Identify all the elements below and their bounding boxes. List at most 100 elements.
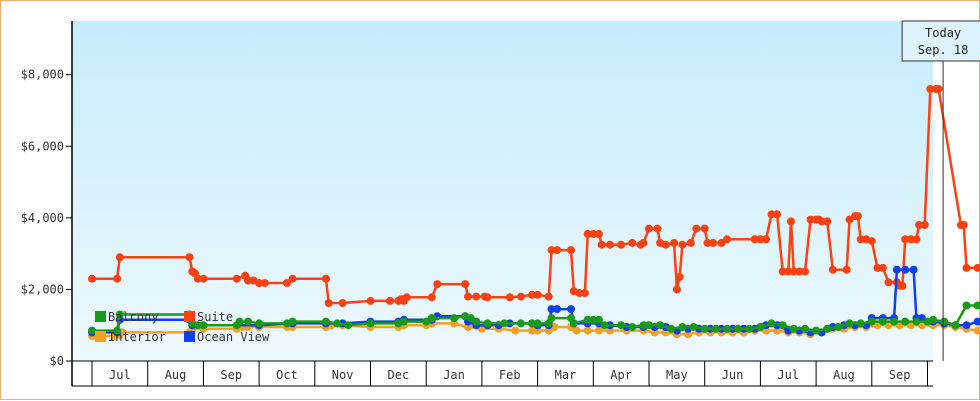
data-point[interactable] xyxy=(500,319,509,328)
data-point[interactable] xyxy=(711,324,720,333)
data-point[interactable] xyxy=(366,319,375,328)
data-point[interactable] xyxy=(670,238,679,247)
data-point[interactable] xyxy=(892,265,901,274)
data-point[interactable] xyxy=(778,321,787,330)
data-point[interactable] xyxy=(672,285,681,294)
data-point[interactable] xyxy=(812,326,821,335)
data-point[interactable] xyxy=(745,324,754,333)
data-point[interactable] xyxy=(828,265,837,274)
data-point[interactable] xyxy=(386,296,394,305)
data-point[interactable] xyxy=(472,317,481,326)
data-point[interactable] xyxy=(244,317,252,326)
data-point[interactable] xyxy=(700,224,709,233)
legend-item[interactable]: Suite xyxy=(184,310,233,324)
data-point[interactable] xyxy=(589,229,598,238)
data-point[interactable] xyxy=(750,235,759,244)
data-point[interactable] xyxy=(973,326,980,335)
data-point[interactable] xyxy=(656,321,665,330)
data-point[interactable] xyxy=(628,238,637,247)
data-point[interactable] xyxy=(912,317,921,326)
data-point[interactable] xyxy=(244,276,252,285)
data-point[interactable] xyxy=(594,229,603,238)
data-point[interactable] xyxy=(516,292,525,301)
data-point[interactable] xyxy=(689,323,698,331)
data-point[interactable] xyxy=(890,317,899,326)
legend-item[interactable]: Ocean View xyxy=(184,330,270,344)
data-point[interactable] xyxy=(723,324,731,333)
data-point[interactable] xyxy=(867,237,876,246)
data-point[interactable] xyxy=(929,315,938,324)
data-point[interactable] xyxy=(817,217,826,226)
data-point[interactable] xyxy=(516,319,525,328)
data-point[interactable] xyxy=(617,240,626,249)
data-point[interactable] xyxy=(912,235,921,244)
data-point[interactable] xyxy=(569,319,578,328)
data-point[interactable] xyxy=(834,323,843,331)
data-point[interactable] xyxy=(678,240,687,249)
data-point[interactable] xyxy=(547,246,556,255)
data-point[interactable] xyxy=(583,315,592,324)
data-point[interactable] xyxy=(427,314,436,323)
data-point[interactable] xyxy=(288,274,297,283)
data-point[interactable] xyxy=(366,296,375,305)
data-point[interactable] xyxy=(639,238,648,247)
data-point[interactable] xyxy=(617,321,626,330)
data-point[interactable] xyxy=(606,240,614,249)
data-point[interactable] xyxy=(906,235,915,244)
data-point[interactable] xyxy=(321,274,330,283)
data-point[interactable] xyxy=(823,217,832,226)
data-point[interactable] xyxy=(692,224,701,233)
data-point[interactable] xyxy=(547,305,556,314)
data-point[interactable] xyxy=(878,317,887,326)
data-point[interactable] xyxy=(645,224,653,233)
data-point[interactable] xyxy=(450,314,459,323)
data-point[interactable] xyxy=(773,210,782,219)
data-point[interactable] xyxy=(973,301,980,310)
data-point[interactable] xyxy=(787,217,795,226)
data-point[interactable] xyxy=(767,210,776,219)
data-point[interactable] xyxy=(686,238,695,247)
data-point[interactable] xyxy=(594,326,603,335)
data-point[interactable] xyxy=(934,85,943,93)
data-point[interactable] xyxy=(115,253,124,262)
data-point[interactable] xyxy=(88,326,96,335)
data-point[interactable] xyxy=(553,305,562,314)
data-point[interactable] xyxy=(575,289,584,297)
data-point[interactable] xyxy=(333,319,342,328)
data-point[interactable] xyxy=(653,224,662,233)
data-point[interactable] xyxy=(324,299,333,307)
legend-item[interactable]: Balcony xyxy=(95,310,159,324)
data-point[interactable] xyxy=(255,279,264,287)
data-point[interactable] xyxy=(801,324,809,333)
data-point[interactable] xyxy=(589,315,598,324)
data-point[interactable] xyxy=(901,317,910,326)
data-point[interactable] xyxy=(973,317,980,326)
data-point[interactable] xyxy=(734,324,743,333)
data-point[interactable] xyxy=(567,246,575,255)
data-point[interactable] xyxy=(483,293,492,302)
data-point[interactable] xyxy=(600,321,609,330)
data-point[interactable] xyxy=(709,238,718,247)
data-point[interactable] xyxy=(338,299,347,307)
data-point[interactable] xyxy=(321,317,330,326)
data-point[interactable] xyxy=(762,235,770,244)
data-point[interactable] xyxy=(594,315,603,324)
data-point[interactable] xyxy=(433,280,442,289)
data-point[interactable] xyxy=(567,305,575,314)
data-point[interactable] xyxy=(675,272,684,281)
data-point[interactable] xyxy=(845,319,854,328)
data-point[interactable] xyxy=(784,267,793,276)
data-point[interactable] xyxy=(583,326,592,335)
data-point[interactable] xyxy=(528,319,536,328)
data-point[interactable] xyxy=(806,215,815,224)
data-point[interactable] xyxy=(795,267,804,276)
data-point[interactable] xyxy=(113,326,122,335)
data-point[interactable] xyxy=(842,265,851,274)
data-point[interactable] xyxy=(115,310,124,319)
data-point[interactable] xyxy=(667,324,676,333)
data-point[interactable] xyxy=(901,265,910,274)
data-point[interactable] xyxy=(867,317,876,326)
data-point[interactable] xyxy=(283,279,291,287)
data-point[interactable] xyxy=(909,265,918,274)
data-point[interactable] xyxy=(700,324,709,333)
